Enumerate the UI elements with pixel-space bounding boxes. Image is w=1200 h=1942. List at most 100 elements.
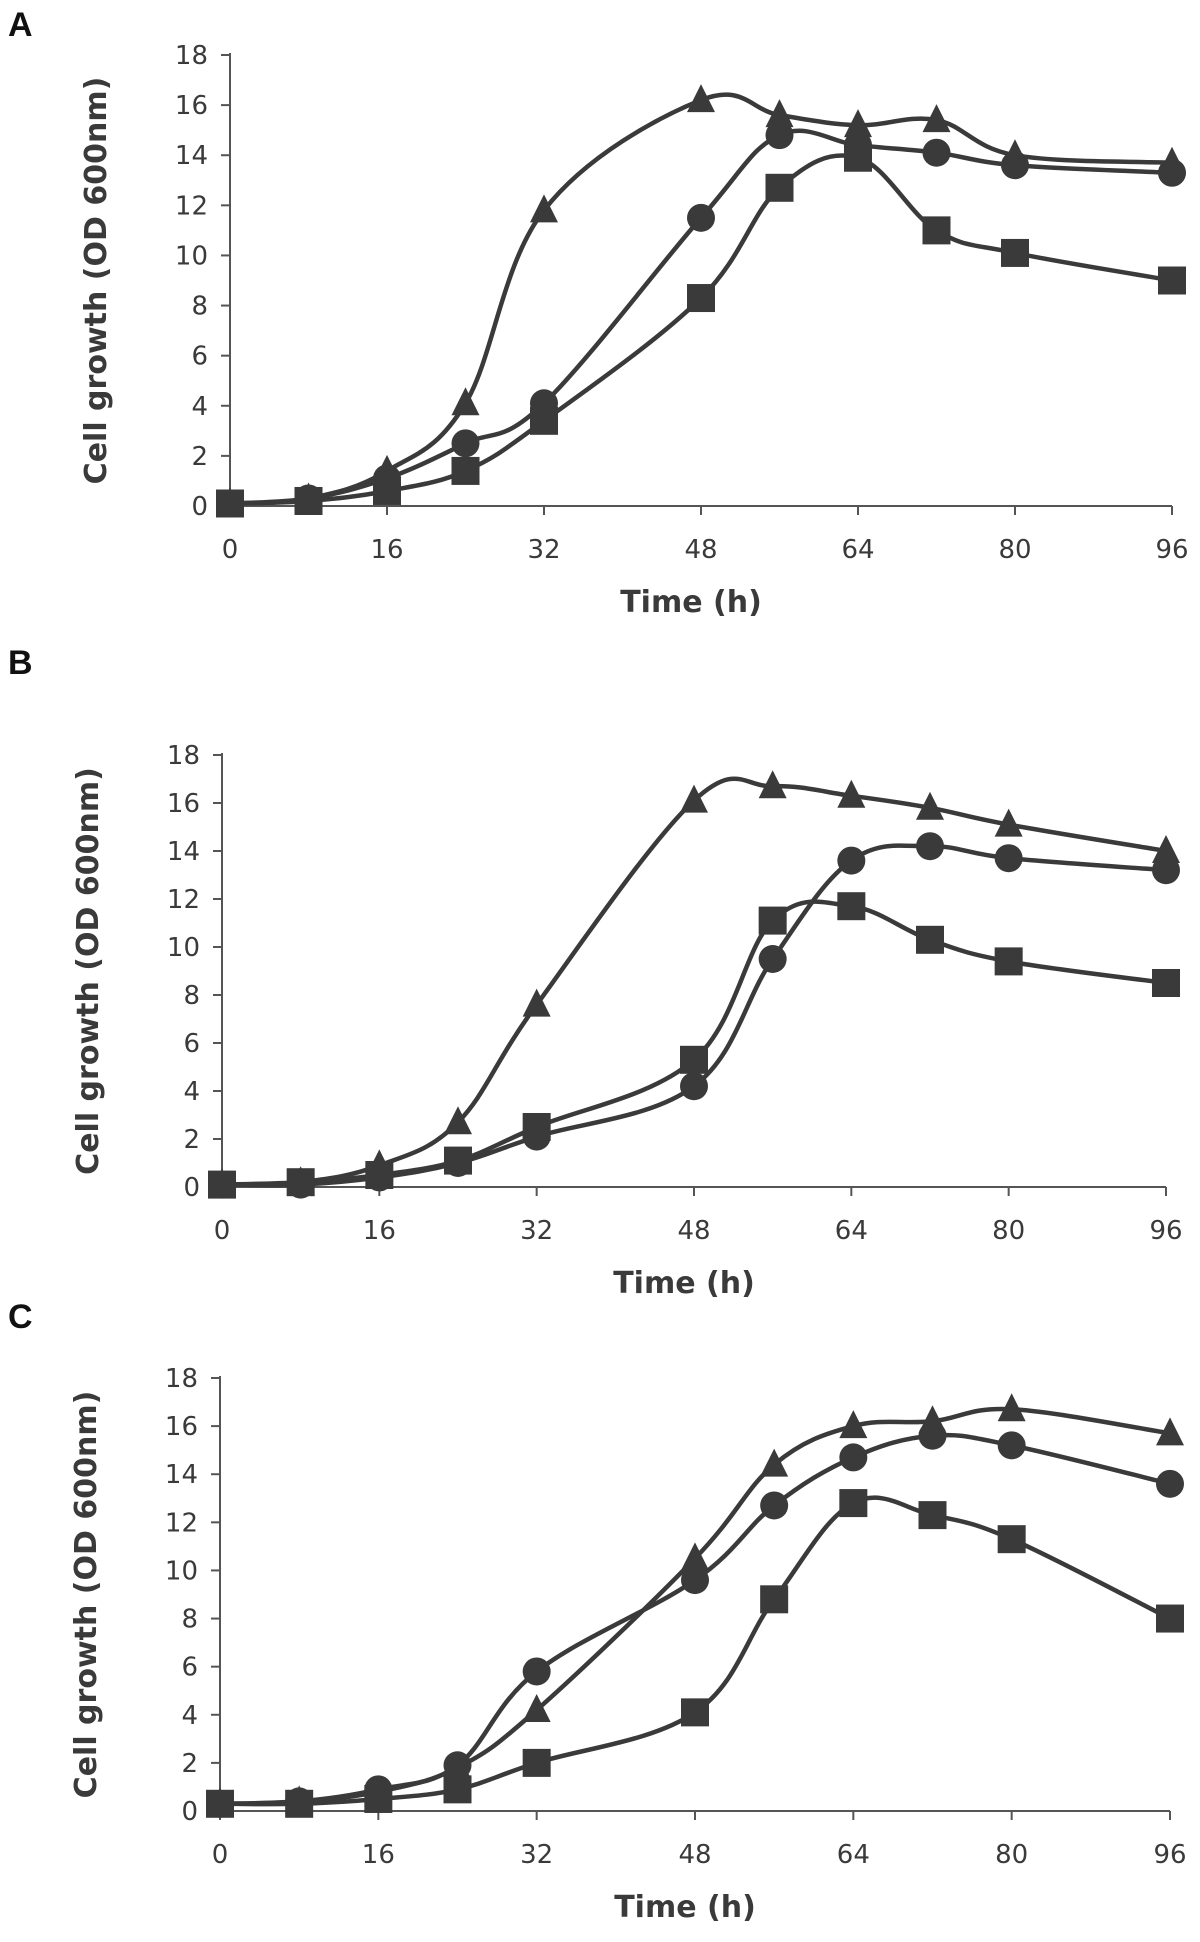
x-tick-label: 96 <box>1149 1216 1182 1246</box>
circle-marker <box>839 1443 868 1472</box>
square-marker <box>522 1748 551 1777</box>
triangle-marker <box>687 84 715 113</box>
x-tick-label: 64 <box>841 535 874 565</box>
triangle-marker <box>522 988 551 1017</box>
circle-marker <box>681 1566 709 1595</box>
y-tick-label: 4 <box>181 1701 198 1731</box>
circle-marker <box>837 846 866 875</box>
series-line-triangle <box>219 1406 1171 1807</box>
square-marker <box>285 1789 314 1818</box>
y-tick-label: 14 <box>175 141 208 171</box>
square-marker <box>286 1168 315 1197</box>
square-marker <box>758 906 787 935</box>
square-marker <box>680 1045 708 1074</box>
triangle-marker <box>451 387 480 416</box>
y-tick-label: 16 <box>175 91 208 121</box>
square-marker <box>206 1789 234 1818</box>
circle-marker <box>522 1657 551 1686</box>
circle-marker <box>760 1491 789 1520</box>
y-axis-title: Cell growth (OD 600nm) <box>71 767 106 1175</box>
y-axis-title: Cell growth (OD 600nm) <box>69 1391 104 1799</box>
y-tick-label: 10 <box>165 1556 198 1586</box>
square-marker <box>364 1784 393 1813</box>
chart-panel-b: 0 2 4 6 8 10 12 14 16 18 0 16 32 48 64 80 96 Time (h) Cell… <box>71 741 1183 1301</box>
x-tick-label: 96 <box>1155 535 1188 565</box>
x-axis-title: Time (h) <box>620 585 762 620</box>
x-tick-label: 80 <box>995 1840 1028 1870</box>
square-marker <box>1156 1604 1184 1633</box>
y-tick-label: 0 <box>181 1797 198 1827</box>
circle-marker <box>997 1431 1026 1460</box>
x-tick-label: 16 <box>370 535 403 565</box>
y-tick-label: 10 <box>175 241 208 271</box>
series-line-triangle <box>221 776 1167 1187</box>
y-tick-label: 12 <box>167 885 200 915</box>
series-line-circle <box>221 843 1167 1188</box>
x-tick-label: 16 <box>363 1216 396 1246</box>
square-marker <box>844 143 872 172</box>
triangle-marker <box>758 770 787 799</box>
square-marker <box>839 1489 868 1518</box>
square-marker <box>922 216 951 245</box>
series-line-square <box>221 899 1167 1187</box>
circle-marker <box>443 1751 472 1780</box>
square-marker <box>997 1525 1026 1554</box>
triangle-marker <box>922 104 951 133</box>
y-tick-label: 8 <box>183 981 200 1011</box>
y-tick-label: 4 <box>191 392 208 422</box>
triangle-marker <box>997 1393 1026 1422</box>
y-tick-label: 8 <box>191 292 208 322</box>
panel-label: B <box>8 644 33 682</box>
y-tick-label: 18 <box>175 41 208 71</box>
triangle-marker <box>994 808 1023 837</box>
circle-marker <box>994 844 1023 873</box>
x-tick-label: 48 <box>678 1840 711 1870</box>
y-tick-label: 4 <box>183 1077 200 1107</box>
y-tick-label: 0 <box>191 492 208 522</box>
square-marker <box>451 456 480 485</box>
panel-b: B 0 2 4 6 8 10 12 14 16 18 0 16 32 48 64 80 96 Time (h) Ce… <box>0 640 1200 1301</box>
circle-marker <box>680 1072 708 1101</box>
triangle-marker <box>1156 1417 1184 1446</box>
x-tick-label: 32 <box>520 1840 553 1870</box>
y-tick-label: 16 <box>167 789 200 819</box>
y-tick-label: 12 <box>165 1508 198 1538</box>
triangle-marker <box>680 784 708 813</box>
square-marker <box>208 1170 236 1199</box>
circle-marker <box>916 832 944 861</box>
square-marker <box>994 947 1023 976</box>
triangle-marker <box>681 1542 709 1571</box>
square-marker <box>687 284 715 313</box>
x-tick-label: 48 <box>684 535 717 565</box>
square-marker <box>760 1585 789 1614</box>
y-tick-label: 14 <box>167 837 200 867</box>
square-marker <box>837 892 866 921</box>
panel-c: C 0 2 4 6 8 10 12 14 16 18 0 16 32 48 64 80 96 Time (h) Ce… <box>0 1298 1200 1942</box>
square-marker <box>443 1775 472 1804</box>
x-tick-label: 80 <box>992 1216 1025 1246</box>
y-tick-label: 0 <box>183 1173 200 1203</box>
square-marker <box>294 486 323 515</box>
y-tick-label: 10 <box>167 933 200 963</box>
triangle-marker <box>522 1693 551 1722</box>
square-marker <box>1158 266 1186 295</box>
square-marker <box>522 1113 551 1141</box>
circle-marker <box>1001 151 1029 180</box>
x-tick-label: 32 <box>527 535 560 565</box>
circle-marker <box>922 138 951 167</box>
square-marker <box>365 1161 394 1189</box>
circle-marker <box>687 203 715 232</box>
square-marker <box>916 925 944 954</box>
x-tick-label: 16 <box>362 1840 395 1870</box>
y-tick-label: 2 <box>191 442 208 472</box>
x-tick-label: 0 <box>212 1840 229 1870</box>
y-tick-label: 6 <box>183 1029 200 1059</box>
y-tick-label: 2 <box>183 1125 200 1155</box>
triangle-marker <box>1152 835 1180 863</box>
x-tick-label: 32 <box>520 1216 553 1246</box>
circle-marker <box>758 945 787 973</box>
triangle-marker <box>916 791 944 820</box>
x-tick-label: 80 <box>998 535 1031 565</box>
x-axis-title: Time (h) <box>614 1890 756 1925</box>
x-tick-label: 96 <box>1153 1840 1186 1870</box>
